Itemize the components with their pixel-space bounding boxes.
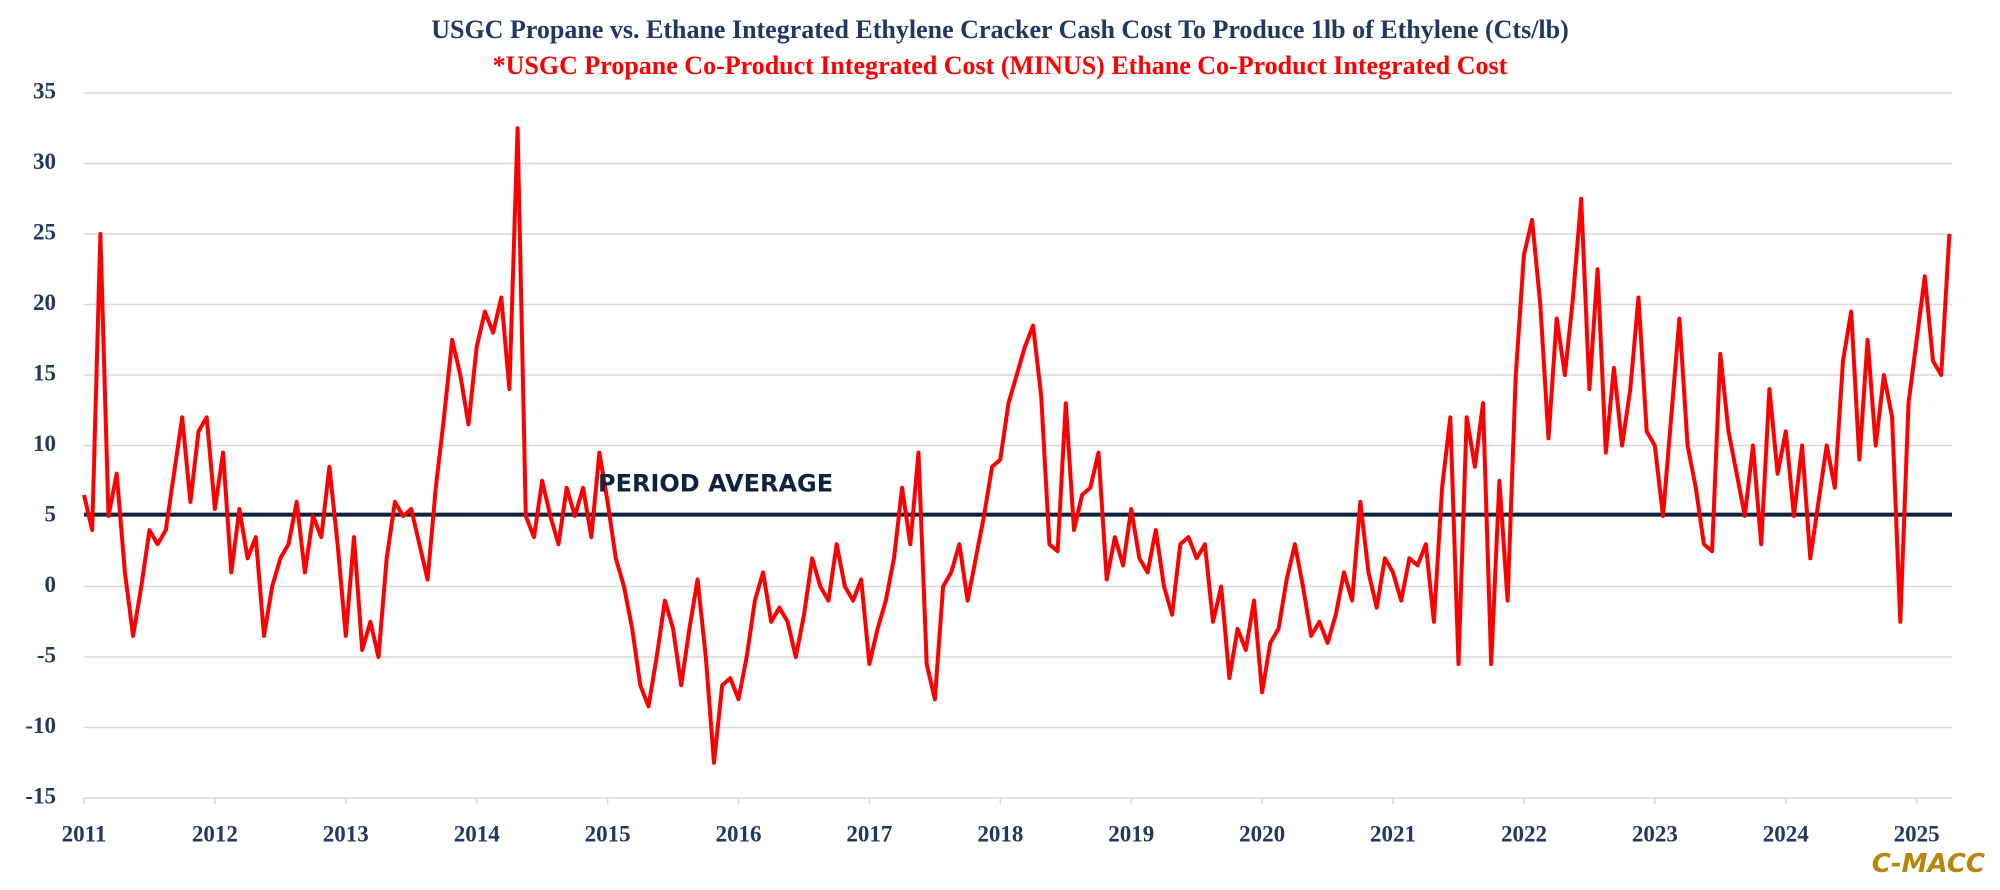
chart-subtitle: *USGC Propane Co-Product Integrated Cost… bbox=[493, 51, 1508, 80]
y-tick-label: -15 bbox=[25, 783, 56, 808]
x-tick-label: 2013 bbox=[323, 821, 369, 846]
y-tick-label: 5 bbox=[45, 501, 57, 526]
x-tick-label: 2025 bbox=[1894, 821, 1940, 846]
y-tick-label: 15 bbox=[33, 360, 56, 385]
y-tick-label: 0 bbox=[45, 572, 57, 597]
watermark: C-MACC bbox=[1872, 849, 1985, 879]
y-tick-label: -10 bbox=[25, 713, 56, 738]
reference-label: PERIOD AVERAGE bbox=[598, 470, 833, 498]
y-tick-label: 20 bbox=[33, 290, 56, 315]
x-tick-label: 2016 bbox=[716, 821, 762, 846]
x-tick-label: 2024 bbox=[1763, 821, 1810, 846]
x-tick-label: 2020 bbox=[1239, 821, 1285, 846]
x-tick-label: 2019 bbox=[1108, 821, 1154, 846]
chart-title: USGC Propane vs. Ethane Integrated Ethyl… bbox=[431, 15, 1569, 44]
x-tick-label: 2014 bbox=[454, 821, 501, 846]
y-tick-label: 35 bbox=[33, 78, 56, 103]
y-tick-label: 25 bbox=[33, 219, 56, 244]
y-tick-label: 30 bbox=[33, 149, 56, 174]
y-tick-label: 10 bbox=[33, 431, 56, 456]
data-line bbox=[82, 126, 1952, 765]
x-tick-label: 2022 bbox=[1501, 821, 1547, 846]
x-tick-label: 2012 bbox=[192, 821, 238, 846]
y-tick-label: -5 bbox=[37, 642, 56, 667]
x-tick-label: 2023 bbox=[1632, 821, 1678, 846]
x-tick-label: 2021 bbox=[1370, 821, 1416, 846]
x-tick-label: 2015 bbox=[585, 821, 631, 846]
x-tick-label: 2018 bbox=[977, 821, 1023, 846]
x-tick-label: 2011 bbox=[62, 821, 107, 846]
x-tick-label: 2017 bbox=[846, 821, 892, 846]
